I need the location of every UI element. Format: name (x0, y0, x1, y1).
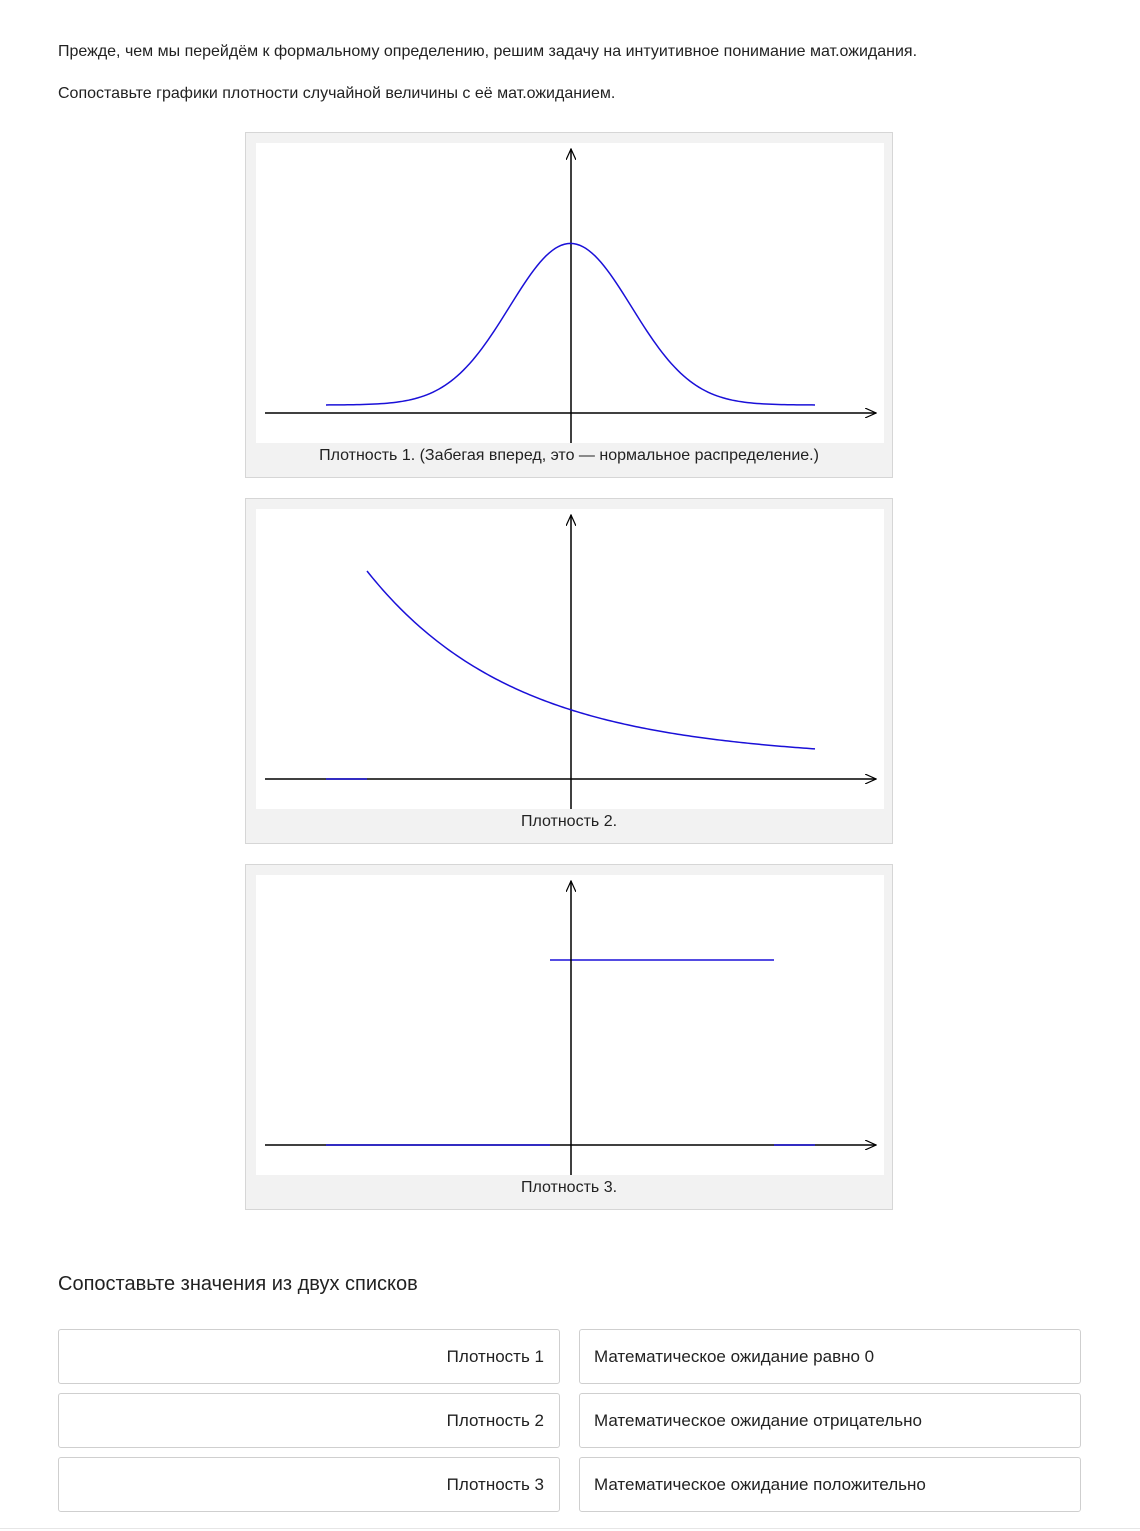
density-plot-2 (256, 509, 884, 809)
density-curve-1 (325, 242, 816, 406)
matching-right-item-3[interactable]: Математическое ожидание положительно (579, 1457, 1081, 1512)
matching-left-item-1[interactable]: Плотность 1 (58, 1329, 560, 1384)
density-plot-3 (256, 875, 884, 1175)
matching-row-1: Плотность 1 Математическое ожидание равн… (58, 1329, 1081, 1384)
matching-row-3: Плотность 3 Математическое ожидание поло… (58, 1457, 1081, 1512)
density-figure-1: Плотность 1. (Забегая вперед, это — норм… (245, 132, 893, 478)
matching-row-2: Плотность 2 Математическое ожидание отри… (58, 1393, 1081, 1448)
matching-right-item-2[interactable]: Математическое ожидание отрицательно (579, 1393, 1081, 1448)
bottom-divider (0, 1528, 1140, 1529)
figure-caption-2: Плотность 2. (520, 813, 618, 830)
density-figure-2: Плотность 2. (245, 498, 893, 844)
figure-caption-3: Плотность 3. (520, 1179, 618, 1196)
matching-right-item-1[interactable]: Математическое ожидание равно 0 (579, 1329, 1081, 1384)
density-curve-2 (366, 570, 816, 750)
matching-left-item-3[interactable]: Плотность 3 (58, 1457, 560, 1512)
matching-title: Сопоставьте значения из двух списков (58, 1273, 418, 1295)
matching-left-item-2[interactable]: Плотность 2 (58, 1393, 560, 1448)
intro-paragraph: Прежде, чем мы перейдём к формальному оп… (58, 43, 918, 60)
density-figure-3: Плотность 3. (245, 864, 893, 1210)
task-paragraph: Сопоставьте графики плотности случайной … (58, 85, 616, 102)
density-plot-1 (256, 143, 884, 443)
figure-caption-1: Плотность 1. (Забегая вперед, это — норм… (319, 447, 819, 464)
